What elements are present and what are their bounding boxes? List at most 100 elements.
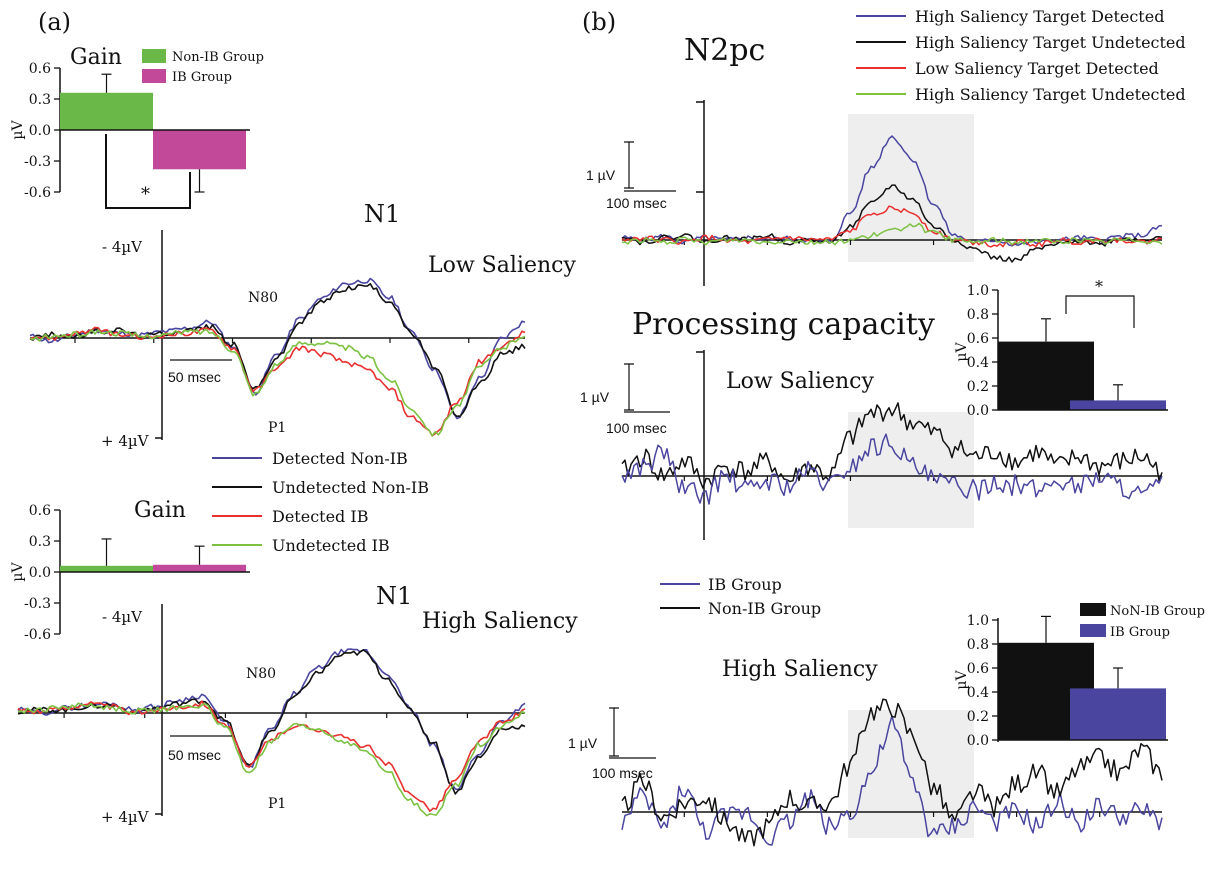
gain-high-ytick-label: 0.3	[29, 534, 51, 550]
n2pc-series-line	[621, 205, 1163, 248]
pc-low-bars-ytick-label: 1.0	[967, 283, 989, 299]
gain-high-ytick-label: 0.6	[29, 503, 51, 519]
n1-low-p1-label: P1	[268, 420, 286, 436]
pc-high-bars-ylabel: µV	[954, 670, 970, 690]
pc-low-bars-bar	[998, 341, 1094, 410]
n2pc-series	[621, 135, 1163, 263]
n1-low-y-top-label: - 4µV	[102, 238, 143, 256]
pc-legend-label-non-ib: NoN-IB Group	[1110, 604, 1205, 619]
panel-b-label: (b)	[582, 8, 616, 36]
chart-pc-low: Processing capacity Low Saliency 1 µV 10…	[580, 307, 1163, 540]
legend-text-hs-detected: High Saliency Target Detected	[915, 7, 1164, 26]
panel-a-label: (a)	[38, 8, 71, 36]
n1-high-y-top-label: - 4µV	[102, 608, 143, 626]
gain-low-ytick-label: -0.6	[24, 185, 51, 201]
n1-high-y-bottom-label: + 4µV	[101, 808, 150, 826]
gain-low-bars	[60, 73, 246, 193]
significance-bracket	[105, 134, 191, 209]
n1-high-series	[17, 648, 526, 817]
n1-low-scale-label: 50 msec	[168, 369, 221, 385]
pc-high-bars-bars	[998, 615, 1166, 740]
legend-text-ib-group: IB Group	[708, 575, 782, 594]
n1-high-scale-label: 50 msec	[168, 747, 221, 763]
pc-low-bars-ytick-label: 0.8	[967, 307, 989, 323]
panel-a: (a) Gain µV 0.6 0.3 0.0 -0.3 -0.6 Non-IB Gro…	[10, 8, 578, 826]
n2pc-series-line	[621, 222, 1163, 246]
chart-pc-high: High Saliency 1 µV 100 msec	[568, 657, 1163, 847]
gain-high-ytick-label: -0.3	[24, 596, 51, 612]
pc-high-xticks	[683, 812, 1101, 817]
legend-label-non-ib: Non-IB Group	[172, 50, 264, 65]
legend-text-detected-ib: Detected IB	[272, 507, 368, 526]
pc-low-bars-bars	[998, 318, 1166, 410]
n1-high-p1-label: P1	[268, 796, 286, 812]
chart-gain-high: Gain µV 0.6 0.3 0.0 -0.3 -0.6	[10, 498, 250, 643]
pc-legend-swatch-non-ib	[1080, 603, 1106, 616]
legend-text-non-ib-group: Non-IB Group	[708, 599, 821, 618]
pc-title: Processing capacity	[632, 307, 935, 342]
gain-high-ylabel: µV	[10, 562, 26, 582]
n1-low-series	[29, 277, 526, 437]
n1-high-xticks	[63, 713, 468, 718]
n1-low-subtitle: Low Saliency	[428, 253, 576, 278]
n2pc-series-line	[621, 135, 1163, 247]
pc-low-bars-bar	[1070, 400, 1166, 410]
pc-low-scale-y-label: 1 µV	[580, 389, 610, 405]
pc-legend-label-ib: IB Group	[1110, 625, 1170, 640]
chart-n1-low: N1 Low Saliency - 4µV + 4µV 50 msec N80 …	[29, 200, 576, 450]
chart-n2pc: N2pc 1 µV 100 msec	[586, 33, 1163, 286]
chart-pc-high-bars: µV 1.0 0.8 0.6 0.4 0.2 0.0 NoN-IB Group IB Gr…	[954, 603, 1205, 749]
pc-low-bars-ytick-label: 0.0	[967, 403, 989, 419]
significance-star: *	[141, 184, 150, 205]
pc-low-series-line	[621, 433, 1163, 505]
n2pc-scale-y-label: 1 µV	[586, 167, 616, 183]
gain-high-bar	[60, 565, 153, 572]
pc-low-scale-y	[624, 363, 634, 411]
gain-high-ytick-label: 0.0	[29, 565, 51, 581]
gain-low-ylabel: µV	[10, 120, 26, 140]
n1-high-series-line	[17, 700, 526, 813]
gain-high-title: Gain	[134, 498, 186, 523]
pc-low-subtitle: Low Saliency	[726, 369, 874, 394]
gain-low-bar	[153, 130, 246, 170]
gain-low-ytick-label: 0.6	[29, 61, 51, 77]
legend-swatch-non-ib	[142, 49, 166, 63]
pc-low-bars-yticks: 1.0 0.8 0.6 0.4 0.2 0.0	[967, 283, 998, 419]
n1-high-subtitle: High Saliency	[422, 609, 578, 634]
legend-text-hs-undetected: High Saliency Target Undetected	[915, 33, 1186, 52]
pc-high-bars-ytick-label: 0.8	[967, 637, 989, 653]
pc-low-bars-ytick-label: 0.4	[967, 355, 989, 371]
gain-high-yticks: 0.6 0.3 0.0 -0.3 -0.6	[24, 503, 60, 643]
gain-low-bar	[60, 92, 153, 130]
pc-high-bars-ytick-label: 0.2	[967, 709, 989, 725]
gain-low-yticks: 0.6 0.3 0.0 -0.3 -0.6	[24, 61, 60, 201]
pc-high-bars-ytick-label: 0.4	[967, 685, 989, 701]
n2pc-title: N2pc	[684, 33, 765, 68]
legend-text-hs-undetected-2: High Saliency Target Undetected	[915, 85, 1186, 104]
panel-b: (b) High Saliency Target Detected High S…	[568, 7, 1205, 847]
n1-low-series-line	[29, 328, 526, 437]
n2pc-scale-x-label: 100 msec	[606, 195, 667, 211]
pc-high-legend: IB Group Non-IB Group	[660, 575, 821, 618]
pc-high-subtitle: High Saliency	[722, 657, 878, 682]
pc-low-bars-ytick-label: 0.6	[967, 331, 989, 347]
gain-high-bars	[60, 538, 246, 572]
chart-gain-low: Gain µV 0.6 0.3 0.0 -0.3 -0.6 Non-IB Group I…	[10, 45, 264, 209]
n2pc-legend: High Saliency Target Detected High Salie…	[856, 7, 1186, 104]
pc-high-bars-ytick-label: 1.0	[967, 613, 989, 629]
chart-pc-low-bars: µV 1.0 0.8 0.6 0.4 0.2 0.0 *	[954, 277, 1168, 419]
n1-high-series-line	[17, 649, 526, 795]
gain-high-bar	[153, 564, 246, 572]
gain-low-ytick-label: -0.3	[24, 154, 51, 170]
pc-legend-swatch-ib	[1080, 624, 1106, 637]
pc-high-scale-y-label: 1 µV	[568, 735, 598, 751]
gain-high-ytick-label: -0.6	[24, 627, 51, 643]
n1-low-title: N1	[364, 200, 400, 228]
pc-high-scale-x-label: 100 msec	[592, 765, 653, 781]
legend-text-ls-detected: Low Saliency Target Detected	[915, 59, 1159, 78]
n1-low-n80-label: N80	[248, 290, 278, 306]
pc-low-scale-x-label: 100 msec	[606, 420, 667, 436]
n1-low-y-bottom-label: + 4µV	[101, 432, 150, 450]
gain-low-ytick-label: 0.3	[29, 92, 51, 108]
